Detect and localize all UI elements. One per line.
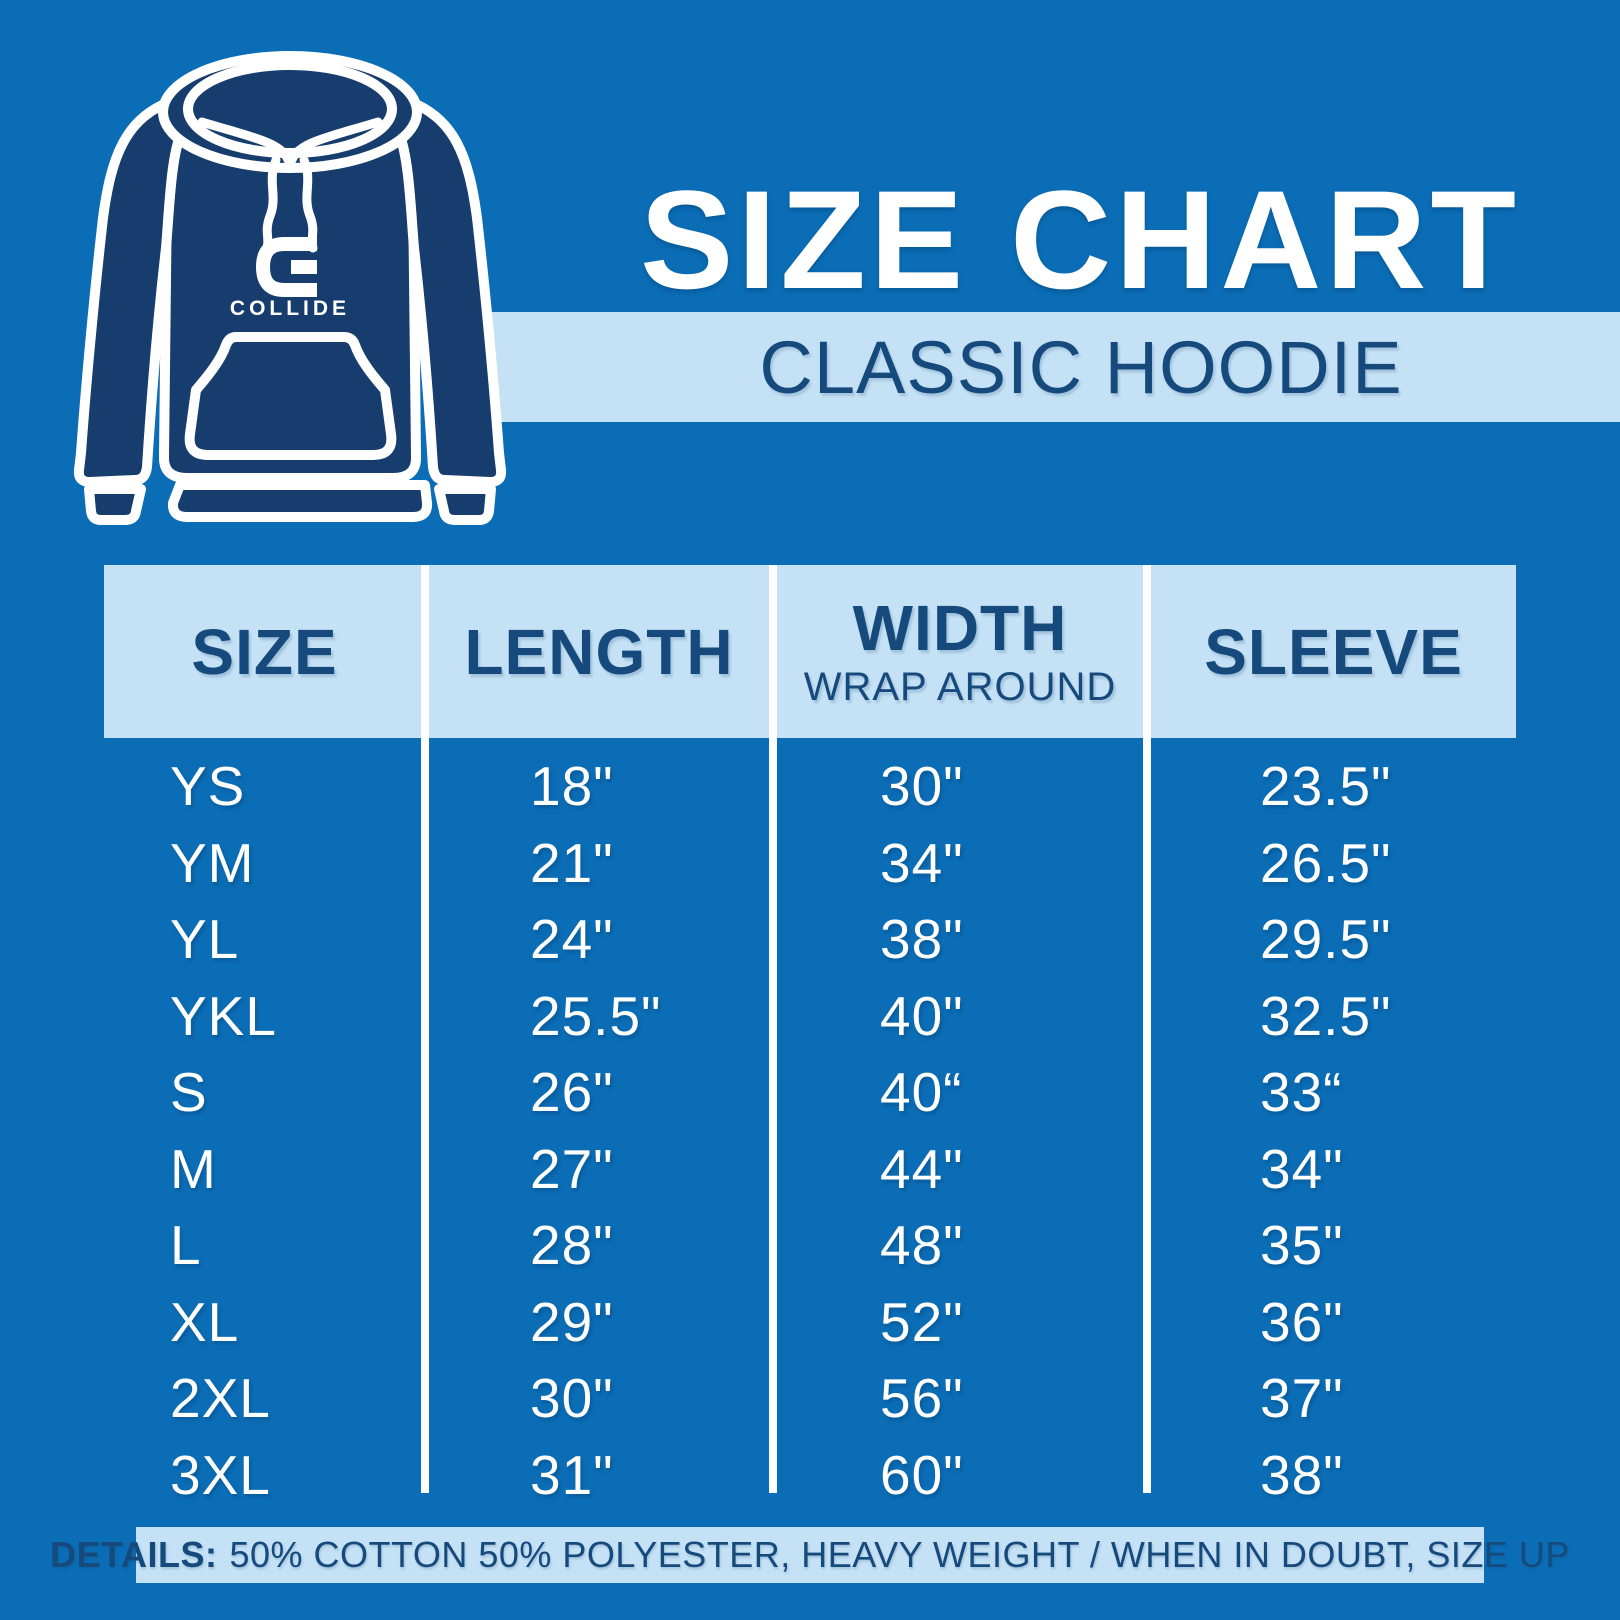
table-header-background: [104, 565, 1516, 738]
cell-size: L: [170, 1214, 202, 1276]
cell-width: 30": [880, 755, 964, 817]
column-divider: [1143, 565, 1151, 1493]
subtitle-text: CLASSIC HOODIE: [759, 325, 1403, 409]
cell-length: 21": [530, 831, 614, 894]
cell-length: 27": [530, 1137, 614, 1200]
table-row: YM 21" 34" 26.5": [0, 825, 1620, 902]
cell-sleeve: 36": [1260, 1290, 1344, 1353]
hood-flap-left: [197, 117, 293, 165]
cell-sleeve: 37": [1260, 1367, 1344, 1429]
cell-length: 29": [530, 1290, 614, 1353]
cell-width: 40": [880, 984, 964, 1047]
cell-length: 30": [530, 1367, 614, 1429]
hoodie-icon: COLLIDE: [73, 51, 507, 525]
cell-size: YKL: [170, 984, 277, 1047]
brand-logo-glyph: [255, 237, 317, 297]
column-header-width: WIDTH WRAP AROUND: [777, 565, 1143, 738]
cell-length: 25.5": [530, 984, 662, 1047]
cell-sleeve: 35": [1260, 1214, 1344, 1276]
cell-sleeve: 23.5": [1260, 755, 1392, 817]
cell-size: 2XL: [170, 1367, 271, 1429]
hood-flap-right: [287, 117, 383, 165]
table-row: YL 24" 38" 29.5": [0, 901, 1620, 978]
table-row: XL 29" 52" 36": [0, 1284, 1620, 1361]
column-header-size: SIZE: [104, 565, 425, 738]
cell-size: 3XL: [170, 1443, 271, 1506]
column-label: SLEEVE: [1204, 615, 1463, 688]
hoodie-pocket: [184, 332, 397, 460]
drawstring-left: [262, 155, 281, 253]
cell-size: M: [170, 1137, 217, 1200]
hoodie-left-cuff: [84, 484, 146, 525]
cell-sleeve: 29.5": [1260, 908, 1392, 970]
cell-length: 18": [530, 755, 614, 817]
details-label: DETAILS:: [50, 1534, 218, 1575]
column-sublabel: WRAP AROUND: [803, 665, 1117, 709]
table-row: L 28" 48" 35": [0, 1207, 1620, 1284]
table-row: YS 18" 30" 23.5": [0, 748, 1620, 825]
table-row: 3XL 31" 60" 38": [0, 1437, 1620, 1514]
brand-logo-bar: [291, 260, 317, 274]
hoodie-hood-opening: [183, 60, 397, 158]
hoodie-left-sleeve: [73, 95, 186, 487]
cell-sleeve: 34": [1260, 1137, 1344, 1200]
table-row: 2XL 30" 56" 37": [0, 1360, 1620, 1437]
column-label: LENGTH: [464, 615, 734, 688]
cell-width: 48": [880, 1214, 964, 1276]
column-header-length: LENGTH: [429, 565, 769, 738]
brand-wordmark: COLLIDE: [230, 297, 350, 320]
column-divider: [769, 565, 777, 1493]
table-row: M 27" 44" 34": [0, 1131, 1620, 1208]
cell-width: 60": [880, 1443, 964, 1506]
cell-sleeve: 32.5": [1260, 984, 1392, 1047]
page-title: SIZE CHART: [640, 161, 1520, 318]
cell-length: 24": [530, 908, 614, 970]
column-label: WIDTH: [852, 592, 1068, 664]
cell-width: 40“: [880, 1061, 963, 1123]
cell-width: 56": [880, 1367, 964, 1429]
cell-size: XL: [170, 1290, 240, 1353]
column-header-sleeve: SLEEVE: [1151, 565, 1516, 738]
cell-width: 44": [880, 1137, 964, 1200]
hoodie-hem-band: [167, 480, 433, 522]
cell-length: 28": [530, 1214, 614, 1276]
cell-length: 26": [530, 1061, 614, 1123]
cell-sleeve: 26.5": [1260, 831, 1392, 894]
cell-size: YS: [170, 755, 246, 817]
cell-length: 31": [530, 1443, 614, 1506]
hoodie-right-cuff: [434, 484, 496, 525]
details-text: 50% COTTON 50% POLYESTER, HEAVY WEIGHT /…: [229, 1534, 1570, 1575]
column-divider: [421, 565, 429, 1493]
cell-sleeve: 33“: [1260, 1061, 1343, 1123]
cell-size: YM: [170, 831, 255, 894]
cell-width: 38": [880, 908, 964, 970]
cell-size: S: [170, 1061, 208, 1123]
subtitle-banner: CLASSIC HOODIE: [470, 312, 1620, 422]
size-table: YS 18" 30" 23.5" YM 21" 34" 26.5" YL 24"…: [0, 748, 1620, 1513]
cell-width: 52": [880, 1290, 964, 1353]
hoodie-right-sleeve: [394, 95, 507, 487]
column-label: SIZE: [191, 615, 338, 688]
cell-sleeve: 38": [1260, 1443, 1344, 1506]
details-bar: DETAILS: 50% COTTON 50% POLYESTER, HEAVY…: [50, 1527, 1569, 1583]
cell-width: 34": [880, 831, 964, 894]
table-row: S 26" 40“ 33“: [0, 1054, 1620, 1131]
cell-size: YL: [170, 908, 240, 970]
table-row: YKL 25.5" 40" 32.5": [0, 978, 1620, 1055]
brand-logo: COLLIDE: [230, 237, 350, 320]
